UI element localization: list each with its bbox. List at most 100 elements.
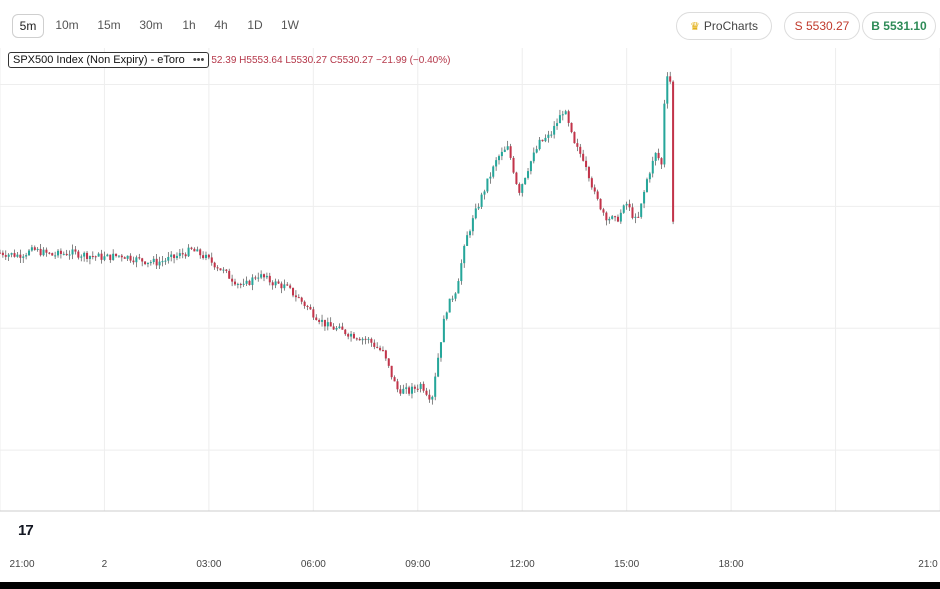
candle-body — [544, 137, 547, 142]
sell-button[interactable]: S 5530.27 — [784, 12, 860, 40]
candle-body — [88, 255, 91, 259]
candle-body — [245, 280, 248, 284]
candle-body — [483, 191, 486, 195]
candle-body — [497, 156, 501, 161]
candle-body — [558, 115, 561, 124]
candle-body — [187, 247, 190, 257]
candle-body — [480, 194, 483, 207]
candle-body — [248, 280, 251, 285]
candle-body — [83, 252, 86, 257]
candle-body — [521, 184, 524, 193]
candle-body — [51, 253, 54, 256]
candle-body — [437, 357, 440, 377]
symbol-selector[interactable]: SPX500 Index (Non Expiry) - eToro ••• — [8, 52, 210, 68]
candle-body — [74, 249, 77, 252]
candle-body — [283, 284, 286, 289]
candle-body — [663, 103, 666, 165]
candle-body — [152, 258, 155, 263]
timeframe-1h-button[interactable]: 1h — [182, 18, 196, 32]
candle-body — [129, 255, 132, 261]
timeframe-5m-button[interactable]: 5m — [12, 14, 44, 38]
candle-body — [135, 257, 138, 263]
candle-body — [361, 338, 364, 341]
timeframe-10m-button[interactable]: 10m — [55, 18, 79, 32]
candle-body — [274, 281, 277, 286]
candle-body — [628, 203, 631, 208]
candle-body — [468, 231, 472, 236]
ohlc-values: 52.39 H5553.64 L5530.27 C5530.27 −21.99 … — [211, 54, 451, 66]
candle-body — [561, 114, 564, 116]
candle-body — [370, 338, 373, 343]
candle-body — [36, 248, 39, 250]
candle-body — [62, 253, 65, 255]
candle-body — [654, 152, 657, 161]
crown-icon: ♛ — [690, 21, 700, 33]
candle-body — [413, 386, 416, 389]
candle-body — [94, 256, 97, 258]
buy-button[interactable]: B 5531.10 — [862, 12, 936, 40]
candle-body — [190, 247, 193, 249]
candle-body — [416, 388, 419, 390]
candle-body — [164, 260, 167, 262]
candles-layer — [0, 71, 675, 405]
candle-body — [170, 254, 173, 257]
candle-body — [355, 338, 358, 340]
time-tick-label: 21:0 — [918, 559, 938, 570]
candle-body — [509, 146, 512, 158]
candle-body — [103, 256, 106, 260]
candle-body — [576, 143, 579, 147]
more-options-icon[interactable]: ••• — [192, 54, 205, 66]
pro-charts-button[interactable]: ♛ ProCharts — [676, 12, 772, 40]
candle-body — [106, 254, 109, 257]
timeframe-1d-button[interactable]: 1D — [247, 18, 263, 32]
candle-body — [410, 386, 413, 394]
timeframe-1w-button[interactable]: 1W — [281, 18, 299, 32]
candle-body — [567, 111, 570, 123]
candle-body — [213, 262, 216, 268]
time-tick-label: 2 — [102, 559, 108, 570]
timeframe-15m-button[interactable]: 15m — [97, 18, 121, 32]
candle-body — [193, 248, 196, 252]
candle-body — [161, 261, 164, 263]
candle-body — [350, 333, 353, 337]
candle-body — [338, 326, 341, 329]
candle-body — [149, 262, 152, 264]
candle-body — [602, 209, 605, 213]
candle-body — [616, 216, 619, 222]
candle-body — [434, 376, 437, 397]
candle-body — [335, 328, 338, 330]
candle-body — [547, 134, 550, 138]
candle-body — [669, 76, 672, 82]
candle-body — [347, 334, 350, 337]
candle-body — [91, 255, 94, 257]
candle-body — [251, 277, 254, 285]
candle-body — [352, 333, 355, 339]
candle-body — [141, 258, 144, 262]
chart-legend: SPX500 Index (Non Expiry) - eToro ••• 52.3… — [8, 52, 450, 72]
candle-body — [660, 158, 663, 165]
candle-body — [454, 293, 457, 299]
candle-body — [155, 258, 158, 266]
candle-body — [173, 254, 176, 259]
candle-body — [503, 149, 506, 152]
candle-body — [216, 267, 219, 269]
candle-body — [596, 191, 599, 199]
candle-body — [225, 269, 228, 271]
timeframe-4h-button[interactable]: 4h — [214, 18, 228, 32]
timeframe-30m-button[interactable]: 30m — [139, 18, 163, 32]
candle-body — [396, 381, 399, 390]
candle-body — [512, 157, 515, 173]
candle-body — [292, 287, 295, 296]
candle-body — [590, 178, 593, 188]
candle-body — [622, 205, 625, 213]
candle-body — [445, 312, 448, 319]
candle-body — [608, 218, 611, 221]
candle-body — [236, 283, 239, 285]
candle-body — [582, 153, 585, 161]
candle-body — [39, 248, 42, 256]
candle-body — [10, 253, 13, 255]
candle-body — [651, 160, 654, 174]
candle-body — [541, 139, 544, 142]
candle-body — [666, 76, 669, 104]
